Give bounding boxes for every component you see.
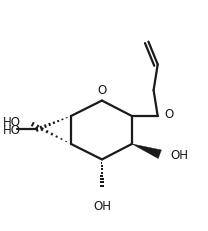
Text: HO: HO xyxy=(3,123,21,136)
Text: O: O xyxy=(164,108,173,121)
Text: OH: OH xyxy=(93,199,111,212)
Text: HO: HO xyxy=(3,116,21,129)
Polygon shape xyxy=(132,144,161,159)
Text: O: O xyxy=(97,84,106,97)
Text: OH: OH xyxy=(170,148,188,161)
